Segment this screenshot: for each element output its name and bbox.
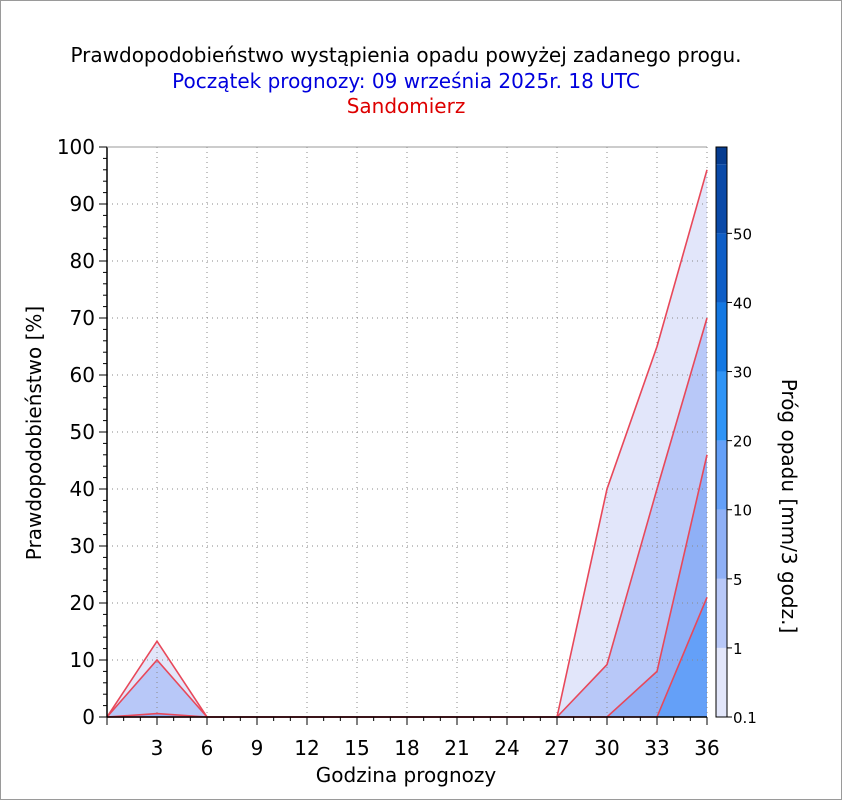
colorbar-segment <box>716 371 727 441</box>
colorbar-tick-label: 5 <box>733 571 743 589</box>
x-tick-label: 27 <box>544 736 569 760</box>
y-tick-label: 30 <box>70 534 95 558</box>
x-axis-ticks: 3 6 9 12 15 18 21 24 27 30 33 36 <box>106 717 720 760</box>
y-axis-label: Prawdopodobieństwo [%] <box>22 306 46 560</box>
colorbar-segment <box>716 233 727 303</box>
x-tick-label: 30 <box>594 736 619 760</box>
colorbar-tick-label: 0.1 <box>733 709 757 727</box>
y-tick-label: 50 <box>70 420 95 444</box>
colorbar-segment <box>716 440 727 510</box>
colorbar-label: Próg opadu [mm/3 godz.] <box>777 379 801 634</box>
colorbar-tick-label: 1 <box>733 640 743 658</box>
colorbar-tick-label: 50 <box>733 225 752 243</box>
y-tick-label: 20 <box>70 591 95 615</box>
y-tick-label: 70 <box>70 306 95 330</box>
x-tick-label: 9 <box>251 736 264 760</box>
probability-areas <box>107 169 707 718</box>
colorbar-frame <box>715 146 728 718</box>
colorbar-segment <box>716 509 727 579</box>
colorbar-segment <box>716 578 727 648</box>
y-tick-label: 40 <box>70 477 95 501</box>
x-tick-label: 21 <box>444 736 469 760</box>
forecast-start-subtitle: Początek prognozy: 09 września 2025r. 18… <box>172 69 640 93</box>
colorbar-tick-label: 20 <box>733 433 752 451</box>
y-tick-label: 10 <box>70 648 95 672</box>
x-tick-label: 18 <box>394 736 419 760</box>
colorbar-tick-label: 30 <box>733 364 752 382</box>
x-tick-label: 6 <box>201 736 214 760</box>
y-tick-label: 100 <box>57 135 95 159</box>
y-tick-label: 60 <box>70 363 95 387</box>
x-axis-label: Godzina prognozy <box>316 763 497 787</box>
colorbar-tick-label: 40 <box>733 294 752 312</box>
y-tick-label: 0 <box>82 705 95 729</box>
x-tick-label: 33 <box>644 736 669 760</box>
x-tick-label: 24 <box>494 736 519 760</box>
x-tick-label: 12 <box>294 736 319 760</box>
colorbar-tick-label: 10 <box>733 502 752 520</box>
x-tick-label: 15 <box>344 736 369 760</box>
y-axis-ticks: 0 10 20 30 40 50 60 70 80 90 100 <box>57 135 107 729</box>
area-threshold-5 <box>107 454 707 717</box>
location-name: Sandomierz <box>346 94 466 118</box>
y-tick-label: 90 <box>70 192 95 216</box>
colorbar: 0.1 1 5 10 20 30 40 50 <box>715 146 757 727</box>
colorbar-segment <box>716 164 727 234</box>
area-threshold-1 <box>107 318 707 717</box>
x-tick-label: 3 <box>151 736 164 760</box>
y-tick-label: 80 <box>70 249 95 273</box>
chart-title: Prawdopodobieństwo wystąpienia opadu pow… <box>70 43 742 67</box>
colorbar-segment <box>716 647 727 717</box>
colorbar-segment <box>716 302 727 372</box>
x-tick-label: 36 <box>694 736 719 760</box>
colorbar-top-segment <box>716 147 727 165</box>
